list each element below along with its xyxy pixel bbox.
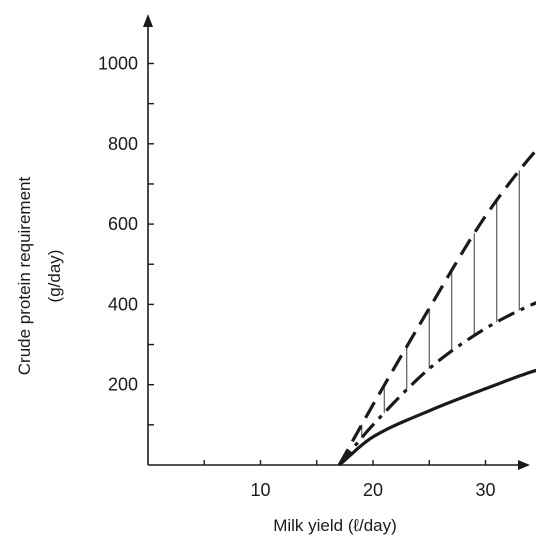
x-tick-label: 10 [250, 480, 270, 500]
y-tick-label: 600 [108, 214, 138, 234]
x-axis-arrowhead [518, 460, 530, 470]
tick-marks [148, 62, 487, 465]
hatched-region [361, 170, 520, 438]
y-axis-label-line-1: Crude protein requirement [15, 177, 34, 376]
x-tick-label: 30 [475, 480, 495, 500]
series-line-dashed [337, 147, 536, 466]
y-axis-label-line-2: (g/day) [45, 250, 64, 303]
y-tick-label: 200 [108, 375, 138, 395]
y-tick-label: 800 [108, 134, 138, 154]
axes [143, 14, 530, 470]
tick-labels: 102030402004006008001000 [98, 54, 496, 501]
x-tick-label: 20 [363, 480, 383, 500]
y-tick-label: 400 [108, 294, 138, 314]
y-axis-arrowhead [143, 14, 153, 27]
y-axis-label: Crude protein requirement (g/day) [15, 177, 64, 376]
series-lines [337, 147, 536, 467]
x-axis-label: Milk yield (ℓ/day) [273, 516, 397, 535]
y-tick-label: 1000 [98, 54, 138, 74]
series-line-dash-dot [338, 301, 536, 467]
series-line-solid [338, 368, 536, 467]
